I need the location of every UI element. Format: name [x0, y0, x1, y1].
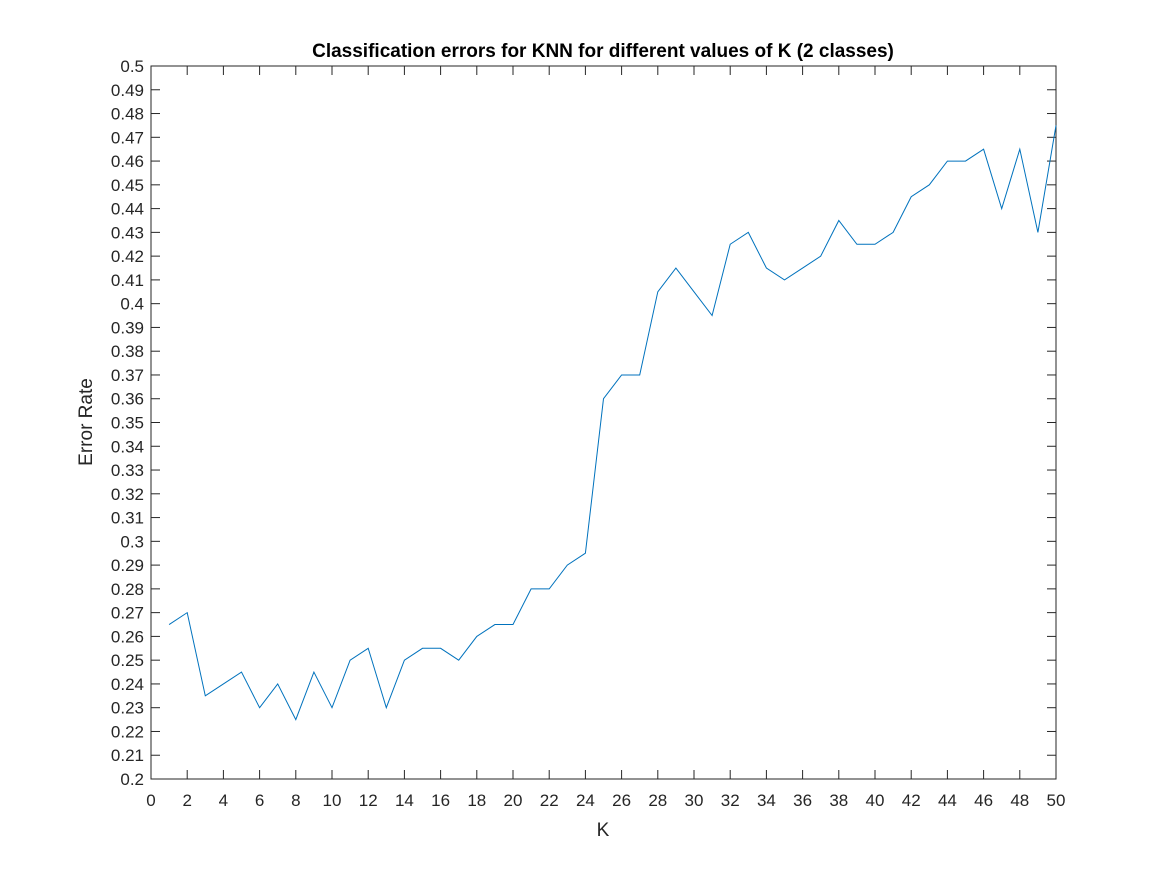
x-tick-label: 24 — [576, 791, 595, 810]
x-tick-label: 14 — [395, 791, 414, 810]
y-tick-label: 0.47 — [111, 128, 144, 147]
y-tick-label: 0.44 — [111, 200, 144, 219]
x-tick-label: 30 — [685, 791, 704, 810]
chart-title: Classification errors for KNN for differ… — [312, 41, 894, 62]
y-tick-label: 0.5 — [120, 57, 144, 76]
x-tick-label: 10 — [323, 791, 342, 810]
y-tick-label: 0.25 — [111, 651, 144, 670]
x-tick-label: 4 — [219, 791, 228, 810]
x-tick-label: 20 — [504, 791, 523, 810]
x-tick-label: 8 — [291, 791, 300, 810]
x-tick-label: 46 — [974, 791, 993, 810]
y-tick-label: 0.46 — [111, 152, 144, 171]
y-tick-label: 0.21 — [111, 746, 144, 765]
y-tick-label: 0.49 — [111, 81, 144, 100]
x-tick-label: 16 — [431, 791, 450, 810]
y-axis-label: Error Rate — [76, 378, 97, 466]
x-tick-label: 34 — [757, 791, 776, 810]
x-tick-label: 6 — [255, 791, 264, 810]
y-tick-label: 0.41 — [111, 271, 144, 290]
x-tick-label: 44 — [938, 791, 957, 810]
error-rate-line — [168, 125, 1057, 721]
y-tick-label: 0.34 — [111, 437, 144, 456]
y-tick-label: 0.45 — [111, 176, 144, 195]
y-tick-label: 0.36 — [111, 390, 144, 409]
y-tick-label: 0.26 — [111, 627, 144, 646]
x-tick-label: 42 — [902, 791, 921, 810]
x-axis-label: K — [597, 820, 610, 841]
x-tick-label: 40 — [866, 791, 885, 810]
y-tick-label: 0.2 — [120, 770, 144, 789]
y-tick-label: 0.28 — [111, 580, 144, 599]
y-tick-label: 0.27 — [111, 604, 144, 623]
x-tick-label: 36 — [793, 791, 812, 810]
y-tick-label: 0.4 — [120, 295, 144, 314]
y-tick-label: 0.24 — [111, 675, 144, 694]
y-tick-label: 0.39 — [111, 318, 144, 337]
y-tick-label: 0.23 — [111, 699, 144, 718]
y-tick-label: 0.42 — [111, 247, 144, 266]
y-tick-label: 0.48 — [111, 105, 144, 124]
y-tick-label: 0.33 — [111, 461, 144, 480]
x-tick-label: 22 — [540, 791, 559, 810]
x-tick-label: 12 — [359, 791, 378, 810]
y-tick-label: 0.29 — [111, 556, 144, 575]
y-tick-label: 0.43 — [111, 223, 144, 242]
x-tick-label: 28 — [648, 791, 667, 810]
y-tick-label: 0.22 — [111, 722, 144, 741]
x-tick-label: 48 — [1010, 791, 1029, 810]
y-tick-label: 0.32 — [111, 485, 144, 504]
y-tick-label: 0.35 — [111, 414, 144, 433]
x-tick-label: 32 — [721, 791, 740, 810]
y-tick-label: 0.37 — [111, 366, 144, 385]
y-tick-label: 0.31 — [111, 509, 144, 528]
x-tick-label: 50 — [1047, 791, 1066, 810]
axis-ticks — [150, 65, 1057, 780]
x-tick-label: 18 — [467, 791, 486, 810]
x-tick-label: 38 — [829, 791, 848, 810]
x-tick-label: 26 — [612, 791, 631, 810]
x-tick-label: 2 — [182, 791, 191, 810]
x-tick-label: 0 — [146, 791, 155, 810]
plot-area — [150, 65, 1057, 780]
y-tick-label: 0.38 — [111, 342, 144, 361]
y-tick-label: 0.3 — [120, 532, 144, 551]
tick-labels: 0 2 4 6 8 10 12 14 16 18 20 22 24 26 28 30 32 34 36 38 40 42 4… — [111, 57, 1066, 810]
